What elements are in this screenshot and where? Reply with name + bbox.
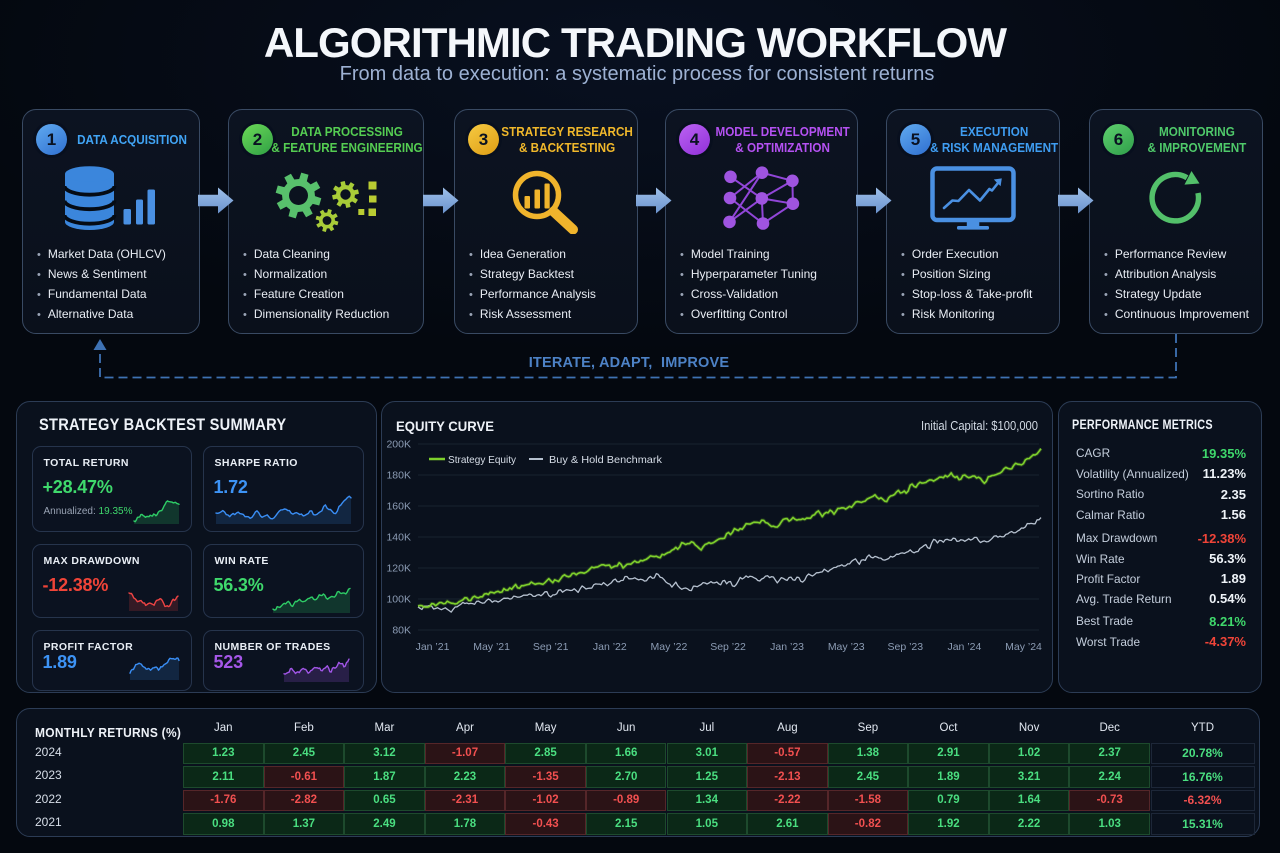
svg-text:Sep ’21: Sep ’21 bbox=[533, 641, 569, 653]
svg-text:Strategy Equity: Strategy Equity bbox=[448, 454, 517, 466]
svg-text:180K: 180K bbox=[386, 470, 411, 482]
svg-text:EQUITY CURVE: EQUITY CURVE bbox=[396, 418, 494, 434]
svg-text:Jan ’21: Jan ’21 bbox=[416, 641, 450, 653]
svg-text:May ’22: May ’22 bbox=[651, 641, 688, 653]
svg-text:Sep ’23: Sep ’23 bbox=[887, 641, 923, 653]
svg-text:Initial Capital: $100,000: Initial Capital: $100,000 bbox=[921, 419, 1038, 433]
svg-text:100K: 100K bbox=[386, 594, 411, 606]
svg-text:Buy & Hold Benchmark: Buy & Hold Benchmark bbox=[549, 454, 663, 466]
svg-text:Sep ’22: Sep ’22 bbox=[710, 641, 746, 653]
svg-text:120K: 120K bbox=[386, 563, 411, 575]
svg-text:Jan ’23: Jan ’23 bbox=[770, 641, 804, 653]
svg-text:Jan ’24: Jan ’24 bbox=[947, 641, 981, 653]
svg-text:140K: 140K bbox=[386, 532, 411, 544]
svg-text:May ’23: May ’23 bbox=[828, 641, 865, 653]
svg-text:May ’24: May ’24 bbox=[1005, 641, 1042, 653]
svg-text:80K: 80K bbox=[392, 625, 411, 637]
svg-text:200K: 200K bbox=[386, 439, 411, 451]
svg-text:160K: 160K bbox=[386, 501, 411, 513]
svg-text:May ’21: May ’21 bbox=[473, 641, 510, 653]
svg-text:Jan ’22: Jan ’22 bbox=[593, 641, 627, 653]
